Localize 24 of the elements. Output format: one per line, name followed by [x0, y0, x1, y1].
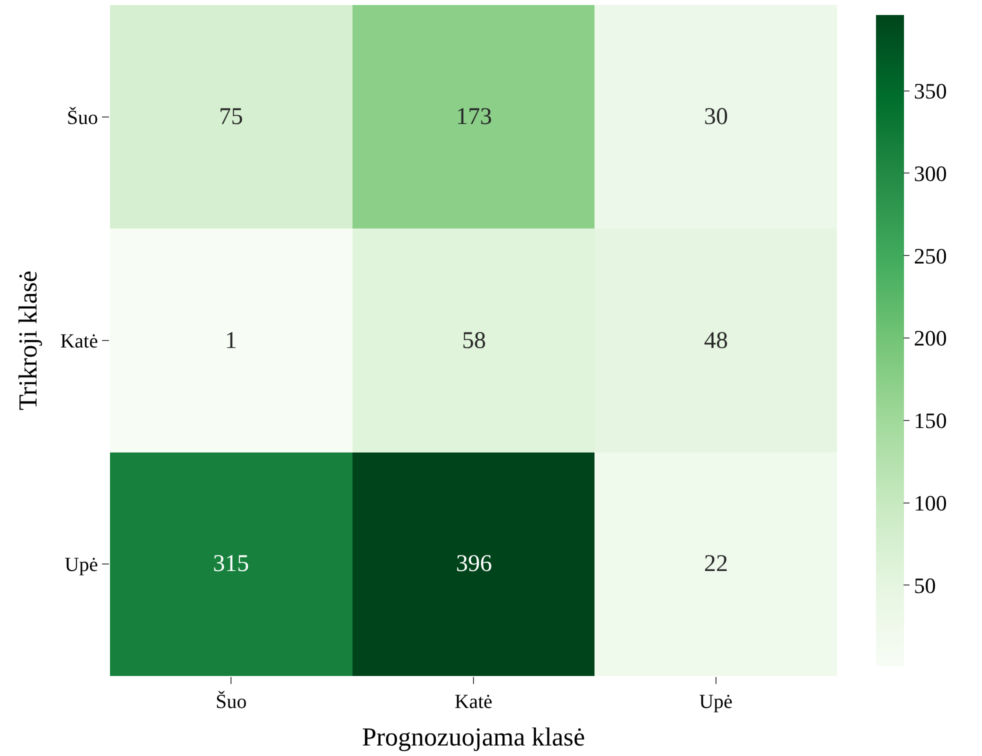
color-bar-label: 250 [914, 243, 947, 268]
data-label: 58 [462, 328, 486, 354]
data-label: 75 [219, 104, 243, 130]
data-label: 315 [213, 551, 249, 577]
x-tick-label: Šuo [216, 690, 247, 713]
data-label: 173 [456, 104, 492, 130]
y-tick-label: Upė [64, 554, 98, 576]
x-tick-label: Katė [454, 691, 492, 713]
y-tick-label: Šuo [66, 106, 98, 129]
x-axis-title: Prognozuojama klasė [362, 722, 586, 752]
data-label: 1 [225, 328, 237, 354]
color-bar-label: 50 [914, 572, 936, 598]
color-bar-label: 300 [914, 160, 947, 186]
data-label: 396 [456, 551, 492, 577]
color-bar-label: 350 [914, 78, 947, 104]
data-label: 48 [704, 328, 728, 354]
y-axis-title: Trikroji klasė [14, 270, 43, 410]
data-label: 22 [704, 551, 728, 577]
data-label: 30 [704, 104, 728, 130]
color-bar-label: 100 [914, 490, 947, 516]
x-tick-label: Upė [699, 691, 733, 713]
color-bar-label: 200 [914, 326, 947, 351]
color-bar-label: 150 [914, 408, 947, 434]
y-tick-label: Katė [60, 330, 98, 352]
